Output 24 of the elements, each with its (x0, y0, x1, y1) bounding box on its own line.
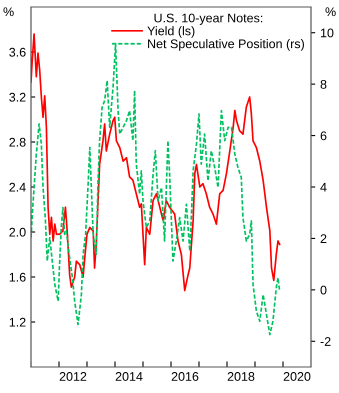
x-tick-label: 2014 (116, 372, 143, 381)
y2-tick-label: -2 (320, 337, 331, 346)
y-tick-label: 2.8 (9, 138, 26, 147)
legend-title: U.S. 10-year Notes: (154, 14, 262, 25)
y2-axis-title: % (325, 7, 336, 16)
y-axis-title: % (3, 7, 14, 16)
y2-tick-label: 2 (320, 234, 326, 243)
y2-tick-label: 10 (320, 28, 334, 38)
x-tick-label: 2020 (284, 372, 310, 381)
x-tick-label: 2018 (228, 372, 254, 381)
y2-tick-label: 4 (320, 182, 327, 192)
x-tick-label: 2016 (172, 372, 198, 381)
y-tick-label: 3.2 (9, 92, 26, 102)
y-tick-label: 1.6 (10, 272, 26, 282)
legend-label: Yield (ls) (147, 26, 194, 38)
y-tick-label: 1.2 (10, 318, 26, 327)
y-tick-label: 3.6 (9, 48, 26, 57)
y-tick-label: 2.0 (9, 228, 26, 237)
legend-label: Net Speculative Position (rs) (148, 39, 304, 51)
y2-tick-label: 6 (320, 131, 326, 140)
x-tick-label: 2012 (60, 372, 86, 381)
y2-tick-label: 8 (320, 80, 326, 89)
y2-tick-label: 0 (320, 286, 326, 295)
y-tick-label: 2.4 (9, 182, 26, 192)
